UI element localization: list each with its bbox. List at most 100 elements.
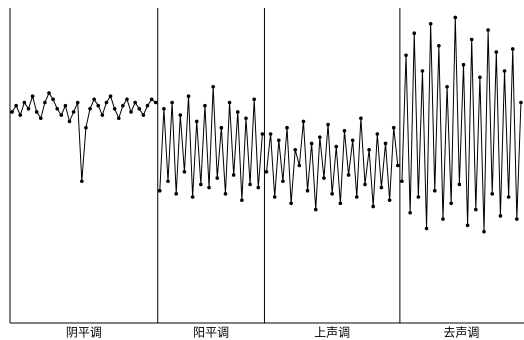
contour-point bbox=[474, 207, 478, 212]
contour-point bbox=[301, 119, 306, 124]
contour-point bbox=[256, 185, 261, 190]
contour-point bbox=[416, 195, 421, 199]
contour-point bbox=[482, 229, 486, 234]
contour-point bbox=[231, 173, 236, 177]
contour-point bbox=[244, 116, 248, 121]
contour-point bbox=[486, 28, 490, 32]
contour-point bbox=[75, 100, 80, 105]
contour-point bbox=[174, 192, 179, 196]
contour-point bbox=[34, 110, 39, 114]
contour-point bbox=[194, 119, 199, 124]
contour-point bbox=[215, 176, 220, 180]
contour-point bbox=[420, 69, 425, 73]
contour-point bbox=[133, 100, 137, 105]
contour-point bbox=[59, 113, 64, 117]
contour-point bbox=[30, 94, 35, 98]
contour-point bbox=[289, 201, 293, 206]
contour-point bbox=[10, 110, 14, 114]
contour-point bbox=[223, 192, 228, 196]
contour-point bbox=[371, 204, 376, 209]
contour-point bbox=[22, 100, 27, 105]
contour-point bbox=[260, 132, 265, 136]
contour-point bbox=[157, 188, 162, 193]
contour-point bbox=[38, 116, 43, 121]
contour-point bbox=[268, 132, 273, 136]
contour-point bbox=[330, 192, 334, 196]
contour-point bbox=[240, 198, 244, 202]
contour-point bbox=[375, 132, 380, 136]
contour-point bbox=[248, 182, 252, 187]
contour-point bbox=[424, 226, 429, 231]
contour-line bbox=[401, 17, 522, 232]
contour-point bbox=[121, 103, 125, 108]
contour-point bbox=[26, 107, 31, 111]
contour-point bbox=[71, 110, 76, 114]
contour-point bbox=[334, 144, 339, 149]
contour-point bbox=[461, 62, 466, 67]
contour-point bbox=[100, 113, 105, 117]
contour-point bbox=[252, 97, 256, 102]
contour-point bbox=[96, 103, 101, 108]
contour-point bbox=[182, 170, 187, 174]
contour-point bbox=[281, 179, 285, 184]
contour-point bbox=[67, 119, 72, 124]
contour-point bbox=[318, 135, 322, 139]
contour-point bbox=[145, 103, 150, 108]
contour-point bbox=[305, 188, 310, 193]
contour-point bbox=[309, 141, 314, 146]
contour-point bbox=[322, 176, 326, 180]
contour-point bbox=[92, 97, 96, 102]
contour-point bbox=[519, 100, 523, 105]
contour-point bbox=[367, 147, 371, 152]
contour-point bbox=[178, 113, 183, 117]
contour-point bbox=[506, 195, 511, 199]
contour-point bbox=[47, 91, 51, 95]
contour-point bbox=[383, 141, 388, 146]
contour-point bbox=[449, 201, 453, 206]
contour-point bbox=[137, 107, 142, 111]
contour-point bbox=[141, 113, 146, 117]
contour-point bbox=[293, 147, 298, 152]
contour-point bbox=[346, 173, 351, 177]
contour-point bbox=[18, 113, 23, 117]
contour-point bbox=[153, 100, 158, 105]
contour-point bbox=[190, 195, 195, 199]
contour-point bbox=[277, 138, 281, 143]
contour-point bbox=[391, 125, 396, 130]
contour-point bbox=[199, 182, 203, 187]
section-label: 去声调 bbox=[443, 326, 479, 340]
contour-point bbox=[350, 138, 355, 143]
contour-point bbox=[354, 195, 359, 199]
section-label: 阳平调 bbox=[193, 326, 229, 340]
contour-point bbox=[338, 201, 343, 206]
contour-point bbox=[55, 107, 59, 111]
contour-point bbox=[88, 107, 92, 111]
contour-point bbox=[379, 185, 384, 190]
contour-point bbox=[170, 100, 174, 105]
contour-point bbox=[441, 217, 445, 221]
contour-point bbox=[264, 170, 269, 174]
contour-point bbox=[219, 125, 224, 130]
contour-point bbox=[125, 97, 129, 102]
contour-point bbox=[285, 125, 289, 130]
contour-line bbox=[266, 118, 399, 210]
contour-point bbox=[162, 107, 166, 111]
contour-point bbox=[396, 163, 400, 168]
contour-point bbox=[445, 84, 449, 89]
contour-point bbox=[359, 116, 363, 121]
contour-point bbox=[297, 163, 302, 168]
contour-point bbox=[453, 15, 458, 20]
contour-point bbox=[207, 185, 211, 190]
contour-point bbox=[51, 97, 55, 102]
contour-point bbox=[432, 188, 437, 193]
contour-point bbox=[404, 53, 408, 58]
contour-point bbox=[166, 179, 170, 184]
contour-point bbox=[342, 129, 347, 133]
contour-point bbox=[387, 198, 392, 202]
contour-point bbox=[478, 75, 482, 80]
contour-point bbox=[469, 37, 474, 42]
contour-point bbox=[186, 94, 191, 98]
contour-point bbox=[400, 179, 404, 184]
contour-point bbox=[129, 110, 133, 114]
